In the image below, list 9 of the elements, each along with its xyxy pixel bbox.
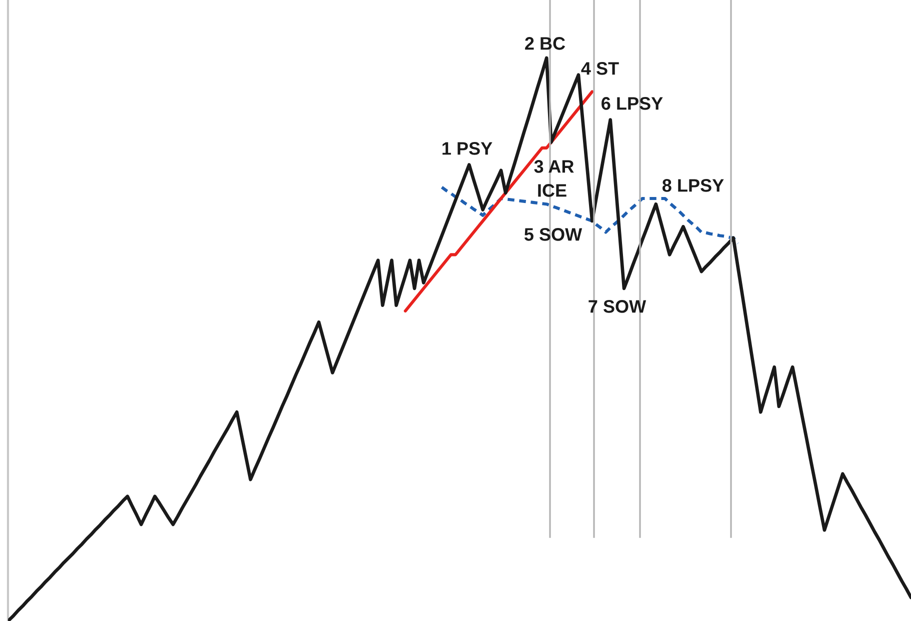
annotation: 3 AR bbox=[534, 160, 574, 173]
annotation: ICE bbox=[538, 184, 566, 197]
annotation: 8 LPSY bbox=[662, 179, 724, 192]
annotation: 4 ST bbox=[581, 62, 619, 75]
annotation: 6 LPSY bbox=[602, 97, 663, 110]
text: 2 BC bbox=[525, 37, 566, 50]
annotation: 7 SOW bbox=[588, 300, 646, 313]
annotation: 5 SOW bbox=[524, 228, 582, 241]
annotation: 1 PSY bbox=[442, 142, 492, 155]
